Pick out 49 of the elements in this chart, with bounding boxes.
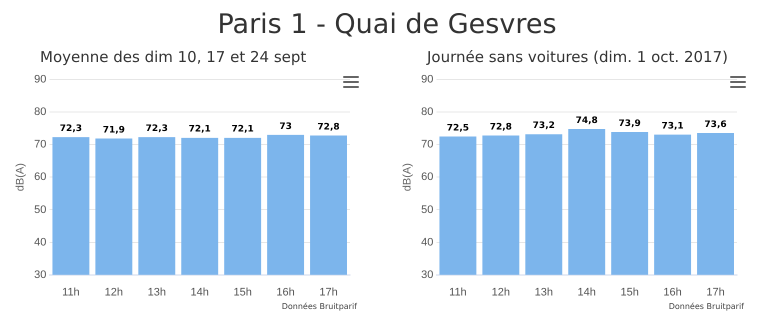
y-tick-label: 50 <box>421 204 434 216</box>
x-tick-label: 17h <box>319 286 338 298</box>
data-label: 73,1 <box>661 121 684 132</box>
data-label: 72,1 <box>232 124 254 135</box>
y-tick-label: 70 <box>421 138 434 151</box>
x-tick-label: 15h <box>233 286 252 298</box>
y-tick-label: 90 <box>421 74 434 86</box>
x-tick-label: 16h <box>276 286 295 298</box>
x-tick-label: 17h <box>706 286 725 298</box>
y-tick-label: 40 <box>421 236 434 248</box>
x-tick-label: 11h <box>62 286 80 298</box>
data-label: 72,8 <box>317 122 340 132</box>
data-label: 73,6 <box>704 120 727 130</box>
y-tick-label: 60 <box>34 171 46 184</box>
x-tick-label: 12h <box>492 286 510 298</box>
x-tick-label: 11h <box>449 286 467 298</box>
x-tick-label: 16h <box>663 286 682 298</box>
text: Données Bruitparif <box>280 302 358 313</box>
y-tick-label: 40 <box>34 236 46 248</box>
y-tick-label: 80 <box>421 106 434 118</box>
data-label: 74,8 <box>576 116 598 126</box>
y-axis-title: dB(A) <box>14 163 27 192</box>
text: Données Bruitparif <box>668 302 746 313</box>
y-tick-label: 60 <box>421 171 434 184</box>
y-tick-label: 90 <box>34 74 46 86</box>
data-label: 73 <box>279 122 292 132</box>
data-label: 72,5 <box>446 123 470 134</box>
data-label: 71,9 <box>102 125 125 136</box>
y-axis-title: dB(A) <box>402 163 414 192</box>
data-label: 73,2 <box>532 121 555 132</box>
data-label: 73,9 <box>618 118 641 129</box>
data-label: 72,8 <box>490 122 512 132</box>
x-tick-label: 12h <box>104 286 124 298</box>
chart-title: Paris 1 - Quai de Gesvres <box>216 8 558 42</box>
x-tick-label: 14h <box>190 286 209 298</box>
y-tick-label: 70 <box>34 138 46 151</box>
data-label: 72,3 <box>146 124 168 134</box>
data-label: 72,1 <box>188 124 211 135</box>
y-tick-label: 30 <box>34 268 46 281</box>
y-tick-label: 80 <box>34 106 46 118</box>
x-tick-label: 14h <box>578 286 596 298</box>
y-tick-label: 30 <box>421 268 434 281</box>
chart-subtitle: Moyenne des dim 10, 17 et 24 sept <box>39 48 308 68</box>
chart-subtitle: Journée sans voitures (dim. 1 oct. 2017) <box>425 48 729 68</box>
y-tick-label: 50 <box>34 204 46 216</box>
x-tick-label: 13h <box>534 286 553 298</box>
x-tick-label: 13h <box>148 286 166 298</box>
data-label: 72,3 <box>60 124 82 134</box>
x-tick-label: 15h <box>620 286 639 298</box>
